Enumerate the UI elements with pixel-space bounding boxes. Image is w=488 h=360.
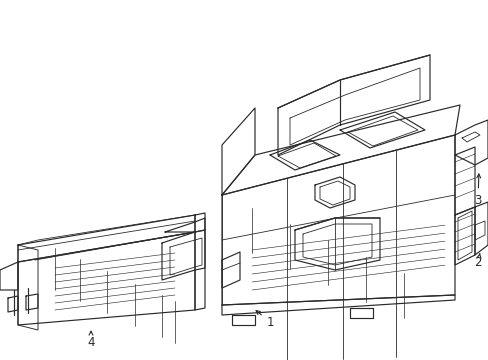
Text: 2: 2 — [473, 253, 481, 270]
Text: 3: 3 — [473, 174, 481, 207]
Text: 1: 1 — [256, 311, 273, 328]
Text: 4: 4 — [87, 331, 95, 348]
